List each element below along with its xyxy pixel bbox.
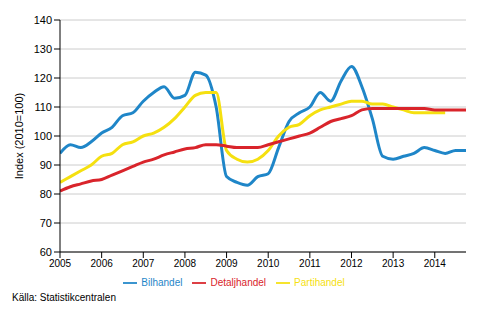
- html-text:Bilhandel: Bilhandel: [141, 276, 183, 288]
- svg-text:60: 60: [40, 246, 52, 258]
- svg-text:2006: 2006: [91, 258, 114, 269]
- svg-text:110: 110: [34, 101, 52, 113]
- svg-text:2014: 2014: [424, 258, 447, 269]
- svg-text:2012: 2012: [340, 258, 363, 269]
- svg-text:130: 130: [34, 43, 52, 55]
- svg-text:2007: 2007: [132, 258, 155, 269]
- svg-text:80: 80: [40, 188, 52, 200]
- svg-text:2010: 2010: [257, 258, 280, 269]
- svg-text:2005: 2005: [49, 258, 72, 269]
- svg-text:2011: 2011: [299, 258, 321, 269]
- svg-text:Index (2010=100): Index (2010=100): [13, 93, 25, 180]
- html-text:Källa: Statistikcentralen: Källa: Statistikcentralen: [12, 292, 116, 303]
- svg-text:2008: 2008: [174, 258, 197, 269]
- svg-text:2013: 2013: [382, 258, 405, 269]
- html-text:Partihandel: Partihandel: [294, 276, 345, 288]
- svg-text:100: 100: [34, 130, 52, 142]
- svg-text:70: 70: [40, 217, 52, 229]
- svg-text:140: 140: [34, 14, 52, 26]
- svg-text:120: 120: [34, 72, 52, 84]
- html-text:Detaljhandel: Detaljhandel: [210, 276, 267, 288]
- svg-text:90: 90: [40, 159, 52, 171]
- svg-text:2009: 2009: [215, 258, 238, 269]
